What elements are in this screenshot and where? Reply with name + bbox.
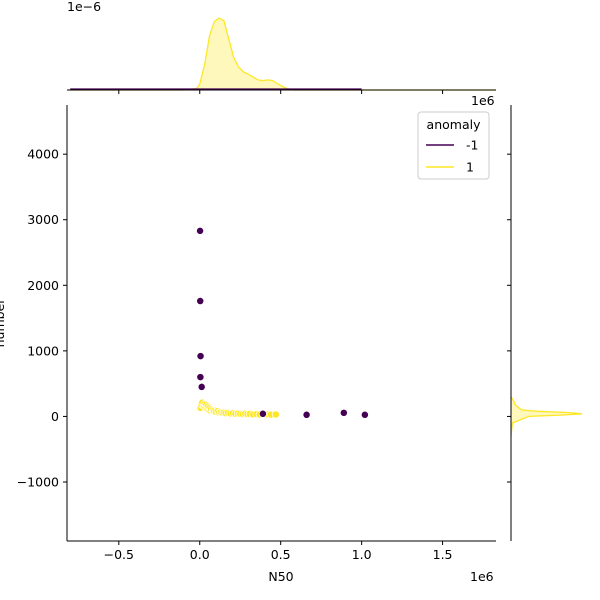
- point-anomaly: [360, 410, 369, 419]
- y-tick-label: 0: [51, 409, 59, 424]
- legend-title: anomaly: [427, 117, 482, 132]
- marginal-top-density-fill: [70, 18, 496, 90]
- x-axis-label: N50: [268, 569, 293, 584]
- y-tick-label: −1000: [17, 474, 59, 489]
- legend-entry-label: -1: [466, 138, 478, 153]
- x-ticks: −0.5 0.0 0.5 1.0 1.5: [104, 541, 453, 562]
- main-axes: −0.5 0.0 0.5 1.0 1.5 −100001000200030004000 …: [0, 105, 496, 584]
- point-anomaly: [258, 409, 267, 418]
- x-tick-label: 1.5: [433, 547, 453, 562]
- marginal-right-density-fill: [511, 396, 582, 437]
- point-anomaly: [196, 373, 205, 382]
- x-tick-label: 0.0: [190, 547, 210, 562]
- marginal-right-density-line: [510, 396, 583, 437]
- point-anomaly: [196, 226, 205, 235]
- y-axis-label: number: [0, 298, 7, 348]
- point-anomaly: [196, 297, 205, 305]
- legend: anomaly -11: [417, 111, 490, 180]
- y-tick-label: 2000: [27, 278, 59, 293]
- marginal-top-ticks: [118, 90, 444, 94]
- marginal-top: 1e−6: [67, 0, 496, 94]
- marginal-right: 1e6: [471, 93, 583, 541]
- point-normal: [271, 410, 280, 419]
- marginal-top-density: [70, 17, 496, 91]
- legend-entries: -11: [426, 138, 478, 175]
- point-anomaly: [339, 408, 348, 417]
- x-tick-label: −0.5: [104, 547, 134, 562]
- y-ticks: −1000 0 1000 2000 3000 4000: [17, 147, 67, 489]
- legend-entry-label: 1: [466, 160, 474, 175]
- marginal-top-density-line: [70, 17, 496, 91]
- x-tick-label: 0.5: [271, 547, 291, 562]
- marginal-right-density: [510, 396, 583, 437]
- marginal-right-offset-label: 1e6: [471, 93, 495, 108]
- y-tick-label: 1000: [27, 343, 59, 358]
- scatter-points: [196, 226, 369, 419]
- marginal-right-ticks: [507, 153, 511, 483]
- point-anomaly: [302, 410, 311, 419]
- y-tick-label: 3000: [27, 212, 59, 227]
- x-axis-offset-label: 1e6: [470, 569, 494, 584]
- marginal-top-offset-label: 1e−6: [67, 0, 101, 14]
- point-anomaly: [197, 382, 206, 391]
- y-tick-label: 4000: [27, 147, 59, 162]
- x-tick-label: 1.0: [352, 547, 372, 562]
- point-anomaly: [196, 352, 205, 361]
